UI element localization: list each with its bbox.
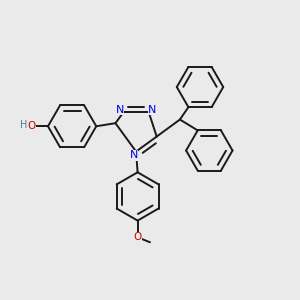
Text: N: N [129,150,138,160]
Text: O: O [27,121,35,131]
Text: O: O [134,232,142,242]
Text: H: H [20,120,27,130]
Text: N: N [116,105,124,115]
Text: N: N [148,105,157,115]
